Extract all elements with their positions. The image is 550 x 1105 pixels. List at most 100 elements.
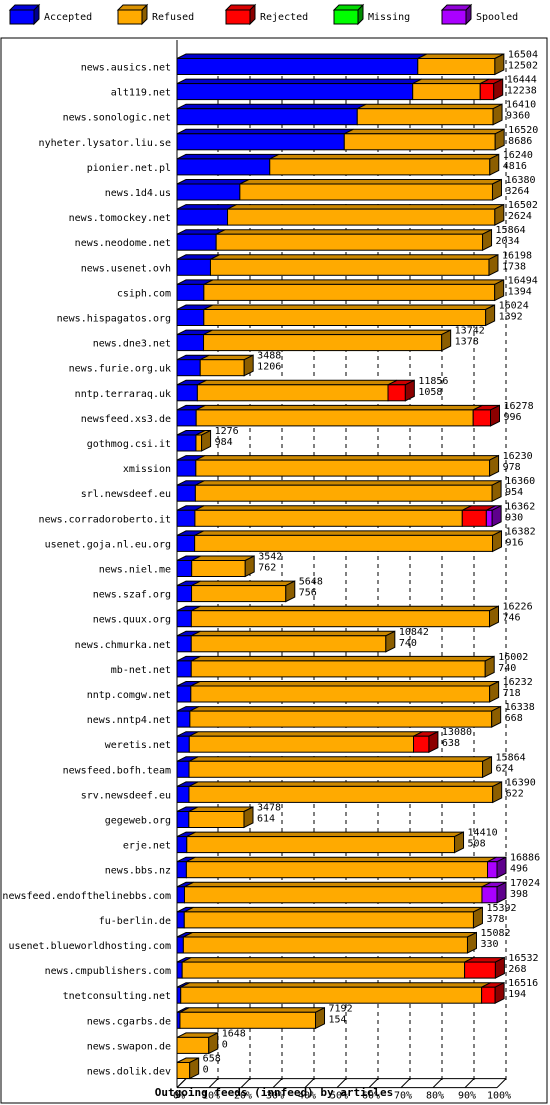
bar-segment-spooled [481,886,498,904]
category-labels: news.ausics.net alt119.net news.sonologic.… [2,63,171,1078]
value-label-accepted: 978 [503,462,521,473]
value-label-offered: 16504 [508,50,538,61]
category-label: pionier.net.pl [87,163,171,174]
bar-row [176,831,465,854]
bar-segment-top-refused [197,379,398,386]
bar-segment-top-refused [227,204,505,210]
bar-row [176,404,501,427]
category-label: news.cmpublishers.com [45,966,171,977]
bar-segment-rejected [472,409,492,427]
legend-label: Accepted [44,12,92,23]
bar-side [491,479,502,503]
x-tick [368,1078,379,1088]
bar-row [176,103,503,126]
bar-segment-top-refused [412,78,490,85]
bar-segment-top-refused [179,1007,325,1013]
bar-segment-accepted [176,961,183,979]
bar-row [176,705,502,728]
value-label-offered: 16494 [508,275,538,286]
bar-segment-refused [186,836,456,854]
legend-label: Spooled [476,12,518,23]
bar-segment-rejected [464,961,496,979]
bar-segment-accepted [176,986,182,1004]
bar-segment-refused [188,760,484,778]
category-label: news.quux.org [93,615,171,626]
bar-segment-top-refused [203,329,451,336]
category-label: weretis.net [105,740,171,751]
value-label-offered: 16226 [503,602,533,613]
category-label: news.szaf.org [93,590,171,601]
bar-segment-accepted [176,585,193,603]
bar-side [494,128,505,151]
bar-side [488,253,499,277]
bar-row [176,304,496,327]
category-label: gegeweb.org [105,816,171,827]
bar-segment-accepted [176,911,185,929]
bar-side [492,103,503,126]
bar-side [244,555,255,578]
value-label-offered: 16444 [507,75,537,86]
legend-item-accepted: Accepted [8,3,92,26]
value-label-offered: 16278 [504,401,534,412]
bar-segment-accepted [176,811,190,828]
bar-segment-refused [239,183,493,201]
legend-label: Missing [368,12,410,23]
bar-side [484,655,495,678]
category-label: xmission [123,464,171,475]
value-label-offered: 14410 [468,828,498,839]
value-label-accepted: 984 [215,437,233,448]
bar-side [491,504,502,528]
category-label: tnetconsulting.net [63,991,171,1002]
bar-segment-refused [188,785,494,803]
x-tick-label: 20% [234,1091,252,1102]
bar-segment-rejected [479,83,495,101]
bar-segment-accepted [176,133,345,151]
bar-segment-top-refused [203,279,504,285]
bar-segment-top-accepted [176,78,422,85]
category-label: news.furie.org.uk [69,364,171,375]
bar-segment-refused [203,309,487,326]
category-label: news.niel.me [99,565,171,576]
value-label-accepted: 1058 [418,387,442,398]
x-tick [432,1078,443,1088]
bar-segment-top-refused [195,404,483,411]
x-tick-label: 70% [394,1091,412,1102]
bar-row [176,203,505,226]
bar-segment-refused [203,283,496,301]
bar-segment-refused [183,911,474,929]
value-label-accepted: 4816 [503,161,527,172]
bar-row [176,555,255,578]
bar-segment-refused [194,534,494,552]
bar-segment-refused [181,961,466,979]
bar-segment-refused [190,685,491,703]
category-label: nntp.terraraq.uk [75,389,171,400]
bar-segment-top-refused [191,555,255,561]
bar-row [176,479,502,503]
bar-segment-refused [269,158,491,176]
bar-row [176,279,505,302]
bar-segment-top-refused [195,455,499,461]
bar-segment-accepted [176,309,205,326]
value-label-accepted: 1394 [508,286,532,297]
x-axis-label: Outgoing feeds (innfeed) by articles [155,1086,393,1099]
bar-row [176,354,254,377]
bar-segment-accepted [176,685,192,703]
bar-row [176,78,504,101]
value-label-offered: 16380 [505,175,535,186]
value-label-accepted: 12238 [507,86,537,97]
bar-segment-top-refused [189,731,423,737]
bar-segment-refused [195,409,474,427]
bar-row [176,379,415,402]
value-label-offered: 3478 [257,803,281,814]
category-label: news.ausics.net [81,63,171,74]
bar-side [482,228,493,252]
value-label-offered: 16338 [505,702,535,713]
value-label-offered: 16502 [508,200,538,211]
bar-segment-top-refused [210,254,499,260]
bar-side [201,429,212,452]
bar-segment-top-refused [194,530,502,536]
value-label-accepted: 8686 [508,136,532,147]
value-label-accepted: 330 [480,939,498,950]
category-label: news.dne3.net [93,339,171,350]
legend-item-missing: Missing [332,3,410,26]
